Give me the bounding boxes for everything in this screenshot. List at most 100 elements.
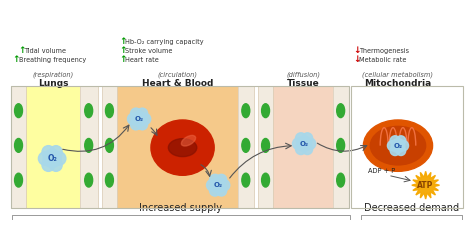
Circle shape bbox=[295, 133, 306, 144]
Text: ↑: ↑ bbox=[18, 46, 26, 55]
Circle shape bbox=[390, 146, 400, 156]
Circle shape bbox=[302, 144, 312, 154]
Ellipse shape bbox=[15, 104, 22, 118]
Ellipse shape bbox=[262, 173, 270, 187]
Circle shape bbox=[302, 133, 312, 143]
Circle shape bbox=[396, 146, 406, 156]
Ellipse shape bbox=[85, 104, 92, 118]
Text: ATP: ATP bbox=[418, 181, 434, 190]
Bar bbox=[333, 86, 348, 208]
Text: ↑: ↑ bbox=[13, 55, 20, 64]
Circle shape bbox=[391, 139, 405, 153]
Circle shape bbox=[210, 185, 220, 196]
Text: Increased supply: Increased supply bbox=[139, 203, 222, 213]
Ellipse shape bbox=[168, 139, 197, 157]
Circle shape bbox=[134, 112, 144, 122]
Circle shape bbox=[213, 178, 223, 188]
Text: O₂: O₂ bbox=[300, 141, 309, 147]
Bar bbox=[27, 86, 80, 208]
Circle shape bbox=[292, 138, 304, 149]
Circle shape bbox=[53, 152, 66, 165]
Circle shape bbox=[130, 108, 141, 119]
Bar bbox=[10, 86, 27, 208]
Circle shape bbox=[387, 141, 398, 151]
Text: Breathing frequency: Breathing frequency bbox=[18, 57, 86, 63]
Text: Heart rate: Heart rate bbox=[125, 57, 159, 63]
Circle shape bbox=[210, 174, 220, 185]
Text: O₂: O₂ bbox=[393, 143, 402, 149]
Text: Stroke volume: Stroke volume bbox=[125, 48, 173, 54]
Bar bbox=[80, 86, 98, 208]
Circle shape bbox=[46, 150, 58, 162]
Bar bbox=[238, 86, 254, 208]
Circle shape bbox=[131, 111, 146, 127]
Circle shape bbox=[42, 158, 55, 171]
Text: ADP + P: ADP + P bbox=[368, 168, 396, 174]
Circle shape bbox=[219, 179, 230, 191]
Text: Hb-O₂ carrying capacity: Hb-O₂ carrying capacity bbox=[125, 39, 204, 45]
Text: Lungs: Lungs bbox=[38, 80, 68, 88]
Circle shape bbox=[130, 119, 141, 130]
Ellipse shape bbox=[337, 139, 345, 152]
Text: Mitochondria: Mitochondria bbox=[365, 80, 432, 88]
Text: (respiration): (respiration) bbox=[33, 72, 74, 78]
Text: ↓: ↓ bbox=[354, 55, 361, 64]
Ellipse shape bbox=[262, 139, 270, 152]
Circle shape bbox=[135, 116, 144, 125]
Circle shape bbox=[137, 119, 147, 130]
Circle shape bbox=[50, 146, 62, 158]
Ellipse shape bbox=[242, 173, 250, 187]
Text: ↓: ↓ bbox=[354, 46, 361, 55]
Ellipse shape bbox=[106, 139, 113, 152]
Circle shape bbox=[43, 150, 61, 168]
Circle shape bbox=[139, 113, 151, 125]
Circle shape bbox=[396, 136, 406, 145]
Circle shape bbox=[393, 139, 402, 148]
Ellipse shape bbox=[151, 120, 214, 175]
Text: ↑: ↑ bbox=[119, 37, 127, 46]
Circle shape bbox=[390, 136, 400, 146]
Bar bbox=[101, 86, 118, 208]
Circle shape bbox=[47, 155, 57, 166]
Ellipse shape bbox=[106, 104, 113, 118]
Circle shape bbox=[207, 179, 218, 191]
Text: Thermogenesis: Thermogenesis bbox=[359, 48, 410, 54]
Circle shape bbox=[216, 174, 227, 185]
Ellipse shape bbox=[370, 126, 426, 165]
Ellipse shape bbox=[262, 104, 270, 118]
Ellipse shape bbox=[337, 173, 345, 187]
Circle shape bbox=[137, 108, 147, 119]
Text: (circulation): (circulation) bbox=[158, 72, 198, 78]
Bar bbox=[258, 86, 273, 208]
Text: Tidal volume: Tidal volume bbox=[25, 48, 66, 54]
Circle shape bbox=[304, 138, 316, 149]
Ellipse shape bbox=[337, 104, 345, 118]
Circle shape bbox=[295, 144, 306, 155]
Text: Metabolic rate: Metabolic rate bbox=[359, 57, 407, 63]
Bar bbox=[10, 86, 348, 208]
Bar bbox=[351, 86, 463, 208]
Text: (cellular metabolism): (cellular metabolism) bbox=[363, 72, 434, 78]
Circle shape bbox=[297, 136, 312, 151]
Ellipse shape bbox=[106, 173, 113, 187]
Text: O₂: O₂ bbox=[47, 154, 57, 163]
Text: Heart & Blood: Heart & Blood bbox=[142, 80, 213, 88]
Ellipse shape bbox=[182, 135, 196, 146]
Text: O₂: O₂ bbox=[135, 116, 144, 122]
Circle shape bbox=[216, 186, 227, 196]
Text: Tissue: Tissue bbox=[287, 80, 319, 88]
Ellipse shape bbox=[85, 139, 92, 152]
Ellipse shape bbox=[242, 139, 250, 152]
Circle shape bbox=[214, 182, 223, 191]
Circle shape bbox=[128, 113, 139, 125]
Circle shape bbox=[300, 141, 309, 150]
Text: ↑: ↑ bbox=[119, 55, 127, 64]
Ellipse shape bbox=[85, 173, 92, 187]
Circle shape bbox=[210, 178, 226, 193]
Bar bbox=[273, 86, 333, 208]
Ellipse shape bbox=[15, 173, 22, 187]
Circle shape bbox=[299, 137, 309, 146]
Circle shape bbox=[398, 141, 409, 151]
Circle shape bbox=[42, 146, 55, 158]
Text: O₂: O₂ bbox=[214, 182, 223, 188]
